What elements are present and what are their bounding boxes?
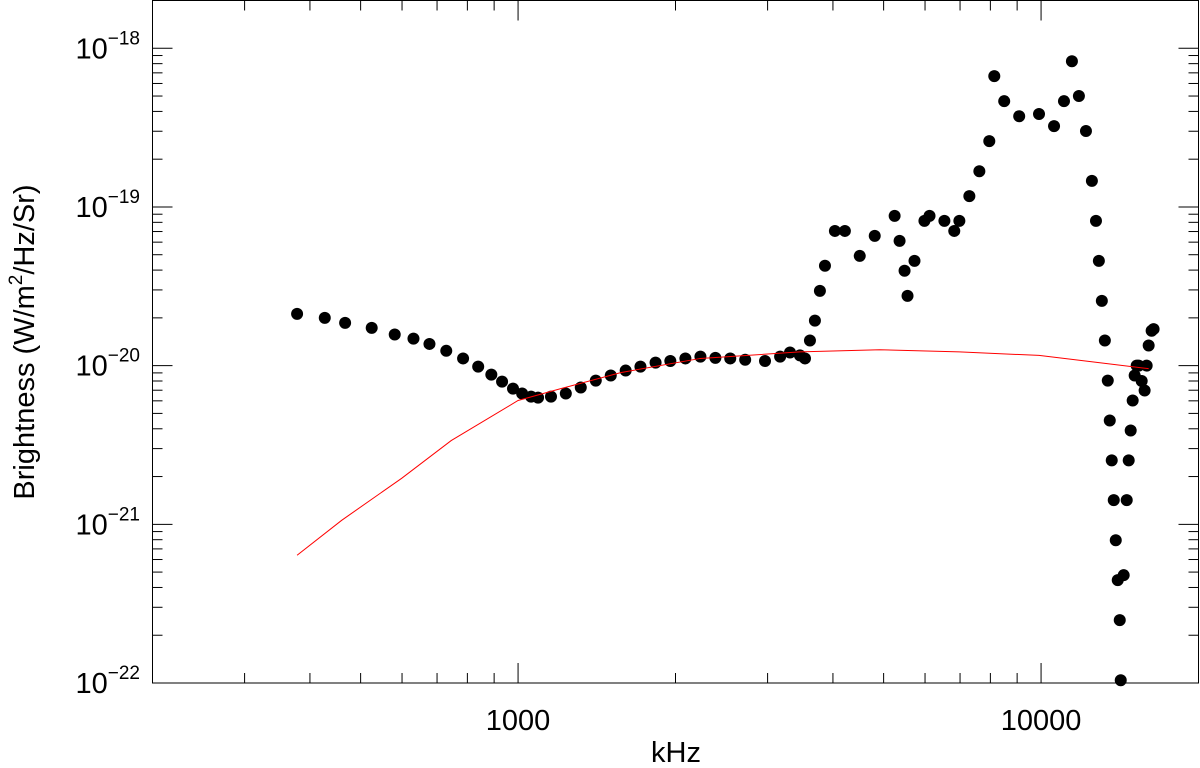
data-point xyxy=(1140,359,1153,372)
data-point xyxy=(898,264,911,277)
data-point xyxy=(407,332,420,345)
data-point xyxy=(818,259,831,272)
y-tick-label: 10−20 xyxy=(76,346,141,383)
data-point xyxy=(1072,90,1085,103)
data-point xyxy=(1109,534,1122,547)
data-point xyxy=(988,70,1001,83)
data-point xyxy=(1147,323,1160,336)
data-point xyxy=(803,334,816,347)
data-point xyxy=(1085,174,1098,187)
data-point xyxy=(1124,424,1137,437)
data-point xyxy=(808,314,821,327)
data-point xyxy=(664,354,677,367)
data-point xyxy=(694,350,707,363)
data-point xyxy=(388,328,401,341)
x-axis-label: kHz xyxy=(651,737,701,768)
data-point xyxy=(291,307,304,320)
y-tick-label: 10−22 xyxy=(76,663,141,700)
x-tick-label: 10000 xyxy=(1001,705,1082,737)
data-point xyxy=(544,390,557,403)
data-point xyxy=(828,224,841,237)
data-point xyxy=(923,209,936,222)
data-point xyxy=(619,364,632,377)
data-point xyxy=(1120,494,1133,507)
data-point xyxy=(998,95,1011,108)
data-point xyxy=(1103,414,1116,427)
data-point xyxy=(1098,334,1111,347)
data-point xyxy=(868,229,881,242)
data-point xyxy=(739,353,752,366)
data-point xyxy=(1033,108,1046,121)
data-point xyxy=(1013,110,1026,123)
data-point xyxy=(1101,374,1114,387)
data-point xyxy=(339,316,352,329)
y-tick-label: 10−21 xyxy=(76,504,141,541)
data-point xyxy=(1105,454,1118,467)
data-point xyxy=(1117,569,1130,582)
data-point xyxy=(679,352,692,365)
data-point xyxy=(507,382,520,395)
data-point xyxy=(838,224,851,237)
data-point xyxy=(472,360,485,373)
data-point xyxy=(1057,95,1070,108)
data-point xyxy=(318,311,331,324)
data-point xyxy=(1113,614,1126,627)
data-point xyxy=(1142,339,1155,352)
data-point xyxy=(908,254,921,267)
data-point xyxy=(589,374,602,387)
data-point xyxy=(759,354,772,367)
data-point xyxy=(953,214,966,227)
data-point xyxy=(634,360,647,373)
data-point xyxy=(1065,55,1078,68)
y-axis-label: Brightness (W/m2/Hz/Sr) xyxy=(6,184,41,499)
data-point xyxy=(888,209,901,222)
data-point xyxy=(496,375,509,388)
data-point xyxy=(1135,375,1148,388)
data-point xyxy=(973,165,986,178)
data-point xyxy=(1095,294,1108,307)
data-point xyxy=(423,337,436,350)
data-point xyxy=(938,214,951,227)
data-point xyxy=(485,368,498,381)
data-point xyxy=(963,190,976,203)
data-point xyxy=(813,284,826,297)
data-point xyxy=(948,224,961,237)
data-point xyxy=(440,344,453,357)
data-point xyxy=(1138,384,1151,397)
data-point xyxy=(1114,674,1127,687)
data-point xyxy=(798,352,811,365)
data-point xyxy=(457,352,470,365)
data-point xyxy=(724,352,737,365)
data-point xyxy=(1122,454,1135,467)
data-point xyxy=(893,234,906,247)
y-tick-label: 10−18 xyxy=(76,28,141,65)
y-tick-label: 10−19 xyxy=(76,187,141,224)
data-point xyxy=(853,249,866,262)
data-point xyxy=(1107,494,1120,507)
data-point xyxy=(1126,394,1139,407)
data-point xyxy=(1092,254,1105,267)
x-tick-label: 1000 xyxy=(486,705,551,737)
data-point xyxy=(365,321,378,334)
data-point xyxy=(1048,120,1061,133)
data-point xyxy=(1079,125,1092,138)
data-point xyxy=(1089,214,1102,227)
data-point xyxy=(983,135,996,148)
data-point xyxy=(901,289,914,302)
data-point xyxy=(559,387,572,400)
plot-frame xyxy=(152,0,1199,684)
model-line xyxy=(296,349,1149,556)
